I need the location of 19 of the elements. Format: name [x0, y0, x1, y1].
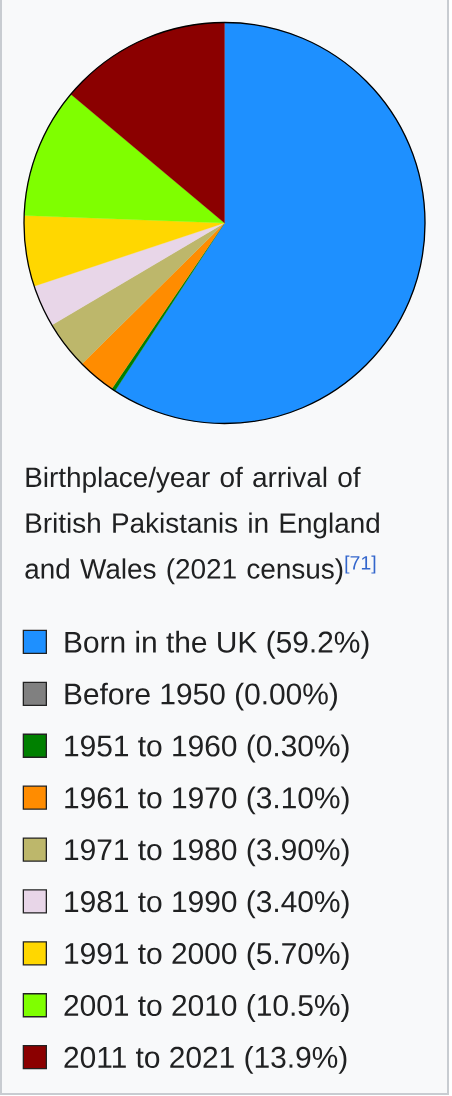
legend-label: 1951 to 1960 — [65, 735, 237, 757]
legend-label: 2001 to 2010 — [64, 994, 237, 1017]
legend-label: Born in the UK — [65, 630, 257, 653]
data-label: (59.2%) — [267, 630, 369, 659]
legend-label: 1991 to 2000 — [65, 942, 237, 965]
data-label: (5.70%) — [247, 942, 349, 971]
legend-label: 1971 to 1980 — [65, 839, 237, 861]
data-label: (0.30%) — [247, 734, 349, 763]
data-label: (13.9%) — [245, 1046, 347, 1074]
legend-label: Before 1950 — [65, 682, 225, 705]
data-label: (3.10%) — [247, 786, 349, 815]
legend-label: 1961 to 1970 — [65, 787, 237, 809]
text: Birthplace/year of arrival of British Pakistanis in England and Wales (2021 census)$^{[71]}$ — [25, 466, 379, 585]
data-label: (3.90%) — [247, 838, 349, 867]
data-label: (10.5%) — [247, 994, 349, 1022]
data-label: (3.40%) — [247, 890, 349, 919]
legend-label: 1981 to 1990 — [65, 891, 237, 913]
legend-label: 2011 to 2021 — [64, 1046, 234, 1068]
text: (0.00%) — [236, 682, 337, 711]
